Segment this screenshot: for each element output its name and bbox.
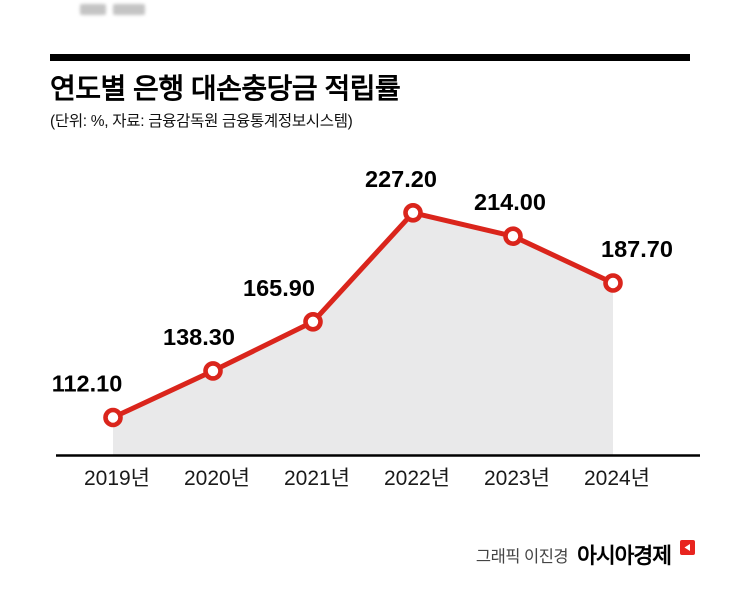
title-rule [50,54,690,61]
data-point [403,202,423,223]
data-point [203,361,223,381]
footer-credit: 그래픽 이진경 아시아경제 [476,539,695,570]
brand-logo-icon [680,540,695,560]
category-label: 2023년 [484,467,550,490]
category-label: 2024년 [584,467,650,490]
category-label: 2022년 [384,467,450,490]
data-point [603,273,623,293]
data-point [103,407,123,428]
credit-text: 그래픽 이진경 [475,548,569,566]
chart-title: 연도별 은행 대손충당금 적립률 [50,73,401,104]
brand-logo-text: 아시아경제 [577,544,672,568]
value-label: 187.70 [601,236,673,262]
top-blur-artifact [80,4,150,15]
chart-subtitle: (단위: %, 자료: 금융감독원 금융통계정보시스템) [50,113,353,130]
data-line [110,210,616,420]
category-label: 2021년 [284,467,350,490]
line-chart: 112.10 138.30 165.90 227.20 214.00 187.70 2019… [52,166,700,490]
area-fill [113,212,613,455]
data-point [303,312,323,332]
category-label: 2019년 [84,467,150,490]
value-label: 214.00 [474,189,546,215]
value-label: 227.20 [365,166,437,192]
data-point [503,226,523,246]
value-label: 165.90 [243,275,315,301]
value-label: 138.30 [163,324,235,350]
category-label: 2020년 [184,467,250,490]
value-label: 112.10 [52,371,123,397]
